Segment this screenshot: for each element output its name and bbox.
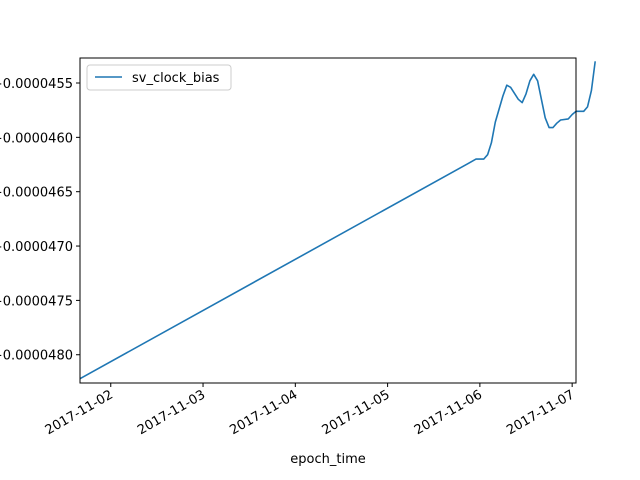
legend: sv_clock_bias [86,64,232,91]
x-tick-label: 2017-11-05 [320,387,393,438]
y-axis: −0.0000480 −0.0000475 −0.0000470 −0.0000465… [0,77,80,364]
y-tick-label: −0.0000455 [0,77,73,92]
plot-area-frame [79,57,577,384]
legend-box [86,64,232,91]
x-tick-label: 2017-11-02 [43,387,116,438]
series-line-sv_clock_bias [79,61,596,380]
y-tick-label: −0.0000480 [0,349,73,364]
x-axis: 2017-11-02 2017-11-03 2017-11-04 2017-11-05… [43,383,577,438]
y-tick-label: −0.0000470 [0,240,73,255]
legend-label: sv_clock_bias [132,71,220,86]
x-axis-title: epoch_time [290,452,365,467]
x-tick-label: 2017-11-06 [412,387,485,438]
y-tick-label: −0.0000460 [0,131,73,146]
y-tick-label: −0.0000465 [0,186,73,201]
x-tick-label: 2017-11-04 [227,387,300,438]
x-tick-label: 2017-11-07 [504,387,577,438]
x-tick-label: 2017-11-03 [135,387,208,438]
y-tick-label: −0.0000475 [0,294,73,309]
